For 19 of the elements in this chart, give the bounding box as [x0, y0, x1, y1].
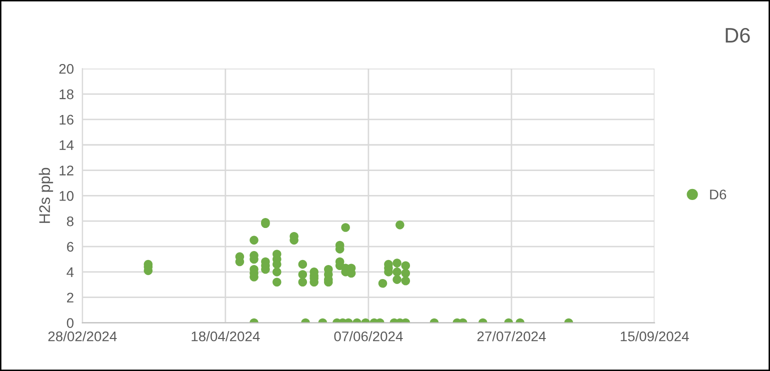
y-tick-label: 10 — [60, 191, 74, 201]
y-tick-label: 12 — [60, 166, 74, 176]
y-tick-label: 6 — [67, 242, 74, 252]
legend-label: D6 — [710, 190, 726, 200]
y-axis-title: H2s ppb — [38, 168, 54, 223]
y-tick-label: 16 — [60, 114, 74, 125]
x-tick-label: 15/09/2024 — [620, 331, 689, 342]
y-tick-label: 14 — [60, 140, 74, 150]
text: D6 — [726, 28, 750, 43]
x-tick-label: 07/06/2024 — [334, 331, 403, 342]
y-tick-label: 20 — [59, 64, 74, 74]
y-tick-label: 8 — [66, 216, 74, 226]
y-tick-label: 18 — [60, 89, 74, 100]
x-tick-label: 28/02/2024 — [48, 331, 117, 342]
x-tick-label: 27/07/2024 — [477, 331, 546, 342]
x-tick-label: 18/04/2024 — [192, 331, 260, 342]
y-tick-label: 4 — [66, 267, 74, 277]
y-tick-label: 0 — [66, 318, 74, 328]
y-tick-label: 2 — [67, 292, 74, 302]
